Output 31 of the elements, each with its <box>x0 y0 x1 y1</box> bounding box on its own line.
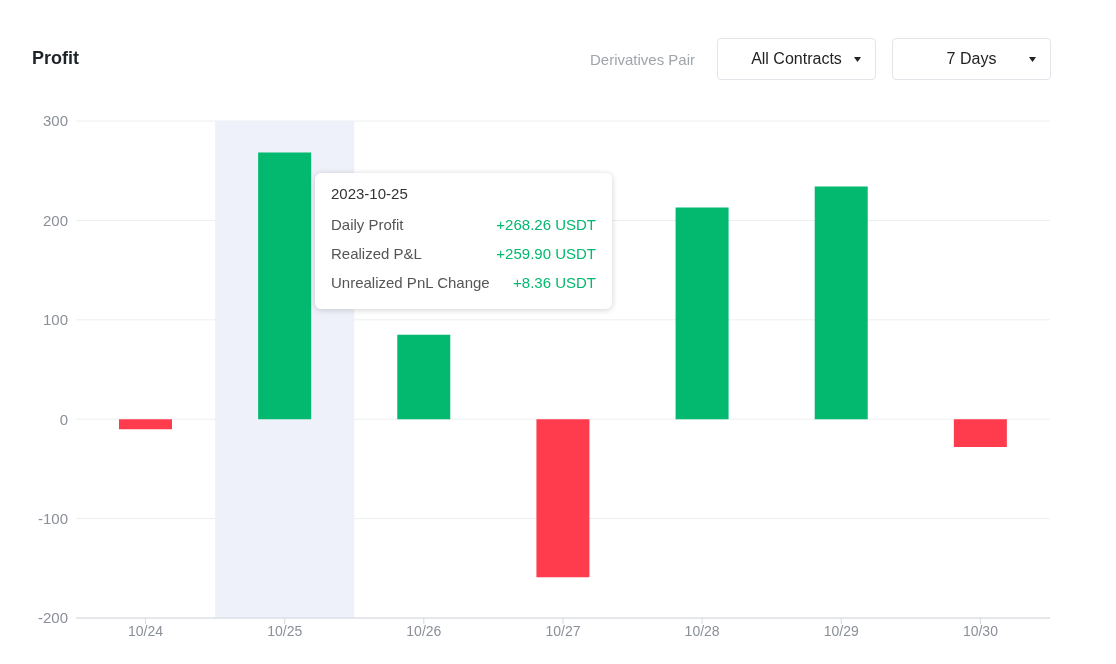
y-tick-label: 0 <box>59 410 68 428</box>
bar <box>953 419 1007 448</box>
x-tick-label: 10/30 <box>962 622 999 639</box>
annotation: Daily Profit <box>331 216 404 233</box>
x-tick-label: 10/25 <box>267 622 303 639</box>
y-tick-label: 300 <box>42 112 68 130</box>
text: All Contracts <box>751 50 842 68</box>
x-tick-label: 10/27 <box>545 622 581 639</box>
x-tick-label: 10/29 <box>823 622 860 639</box>
annotation: 2023-10-25 <box>331 185 409 202</box>
annotation: +8.36 USDT <box>513 274 596 291</box>
bar <box>119 419 172 430</box>
chart-title: Profit <box>32 48 79 69</box>
x-tick-label: 10/24 <box>128 622 164 639</box>
y-tick-label: -100 <box>37 509 68 527</box>
x-tick-label: 10/28 <box>684 622 720 639</box>
annotation: Realized P&L <box>331 245 422 262</box>
y-tick-label: -200 <box>37 609 68 627</box>
text: 7 Days <box>946 50 997 68</box>
bar <box>258 152 312 420</box>
annotation: +259.90 USDT <box>496 245 596 262</box>
text: Derivatives Pair <box>590 51 696 68</box>
annotation: +268.26 USDT <box>496 216 596 233</box>
bar <box>536 419 590 578</box>
bar <box>814 186 868 420</box>
annotation: Unrealized PnL Change <box>331 274 490 291</box>
bar <box>675 207 729 420</box>
y-tick-label: 100 <box>42 311 68 329</box>
y-tick-label: 200 <box>42 211 68 229</box>
x-tick-label: 10/26 <box>406 622 442 639</box>
bar <box>397 334 451 420</box>
